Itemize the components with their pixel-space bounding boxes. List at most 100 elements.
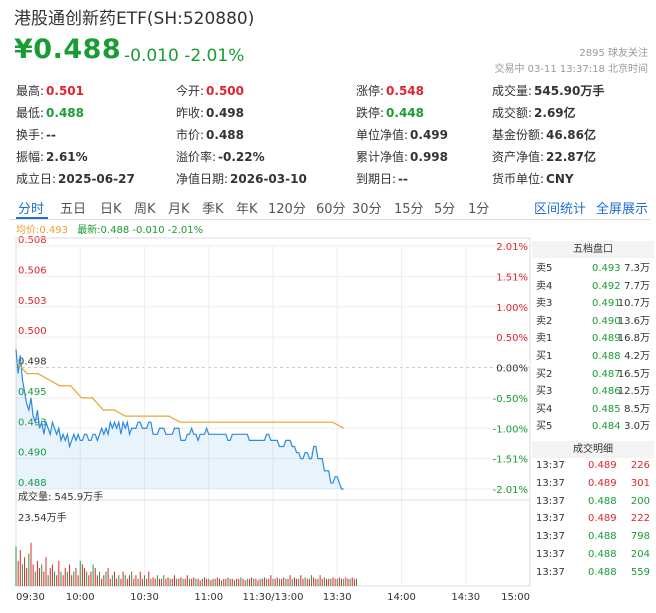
orderbook-price: 0.490 [592, 315, 621, 327]
volume-max-label: 23.54万手 [18, 511, 67, 524]
trade-time: 13:37 [536, 531, 565, 543]
orderbook-volume: 10.7万 [617, 298, 650, 310]
quote-label: 振幅: [16, 150, 45, 164]
x-tick: 14:30 [451, 592, 480, 603]
trade-row: 13:37 0.489 226 [532, 457, 654, 475]
x-tick: 14:00 [387, 592, 416, 603]
orderbook-price: 0.492 [592, 280, 621, 292]
y-tick-left: 0.508 [18, 235, 47, 246]
trade-price: 0.489 [588, 513, 617, 525]
trade-volume: 798 [630, 531, 650, 543]
quote-label: 成交额: [492, 106, 533, 120]
quote-value: -- [398, 172, 409, 186]
tab-7[interactable]: 120分 [268, 202, 306, 217]
quote-cell: 振幅: 2.61% [16, 148, 88, 165]
quote-value: 0.500 [206, 84, 245, 98]
orderbook-volume: 16.5万 [617, 368, 650, 380]
tab-6[interactable]: 年K [236, 202, 258, 217]
tab-8[interactable]: 60分 [316, 202, 346, 217]
active-tab-underline [16, 217, 48, 219]
quote-value: 545.90万手 [534, 84, 605, 98]
tab-9[interactable]: 30分 [352, 202, 382, 217]
orderbook-label: 买5 [536, 421, 553, 433]
tab-4[interactable]: 月K [168, 202, 190, 217]
y-tick-right: 0.50% [496, 333, 528, 344]
quote-label: 成立日: [16, 172, 57, 186]
orderbook-volume: 4.2万 [624, 351, 650, 362]
tab-11[interactable]: 5分 [434, 202, 456, 217]
followers-count[interactable]: 2895 球友关注 [579, 48, 648, 59]
quote-cell: 基金份额: 46.86亿 [492, 126, 596, 143]
y-tick-left: 0.493 [18, 417, 47, 428]
quote-cell: 最低: 0.488 [16, 104, 84, 121]
quote-value: -0.22% [218, 150, 265, 164]
orderbook-volume: 8.5万 [624, 403, 650, 415]
quote-label: 到期日: [356, 172, 397, 186]
quote-cell: 今开: 0.500 [176, 82, 244, 99]
trade-volume: 204 [630, 549, 650, 560]
price-area [16, 349, 344, 489]
orderbook-price: 0.491 [592, 298, 621, 310]
tab-2[interactable]: 日K [100, 202, 122, 217]
orderbook-row: 卖1 0.489 16.8万 [532, 330, 654, 348]
legend-avg: 均价:0.493 [16, 225, 68, 236]
orderbook-label: 卖5 [536, 263, 553, 274]
quote-label: 换手: [16, 128, 45, 142]
quote-cell: 货币单位: CNY [492, 170, 574, 187]
fullscreen-link[interactable]: 全屏展示 [596, 202, 649, 217]
quote-value: 2025-06-27 [58, 172, 135, 186]
tab-12[interactable]: 1分 [468, 202, 490, 217]
x-tick: 09:30 [16, 592, 45, 603]
quote-value: 0.548 [386, 84, 425, 98]
orderbook-price: 0.486 [592, 386, 621, 398]
trades-title: 成交明细 [532, 441, 654, 458]
orderbook-label: 买3 [536, 386, 553, 398]
orderbook-row: 卖3 0.491 10.7万 [532, 295, 654, 313]
y-tick-right: -2.01% [493, 485, 528, 496]
y-tick-left: 0.500 [18, 326, 47, 337]
y-tick-right: -0.50% [493, 394, 528, 405]
orderbook-row: 买3 0.486 12.5万 [532, 383, 654, 401]
orderbook-volume: 3.0万 [624, 421, 650, 433]
tab-0[interactable]: 分时 [18, 202, 45, 217]
y-tick-right: -1.51% [493, 455, 528, 466]
quote-label: 最低: [16, 106, 45, 120]
y-tick-right: -1.00% [493, 424, 528, 435]
orderbook-label: 卖1 [536, 333, 553, 345]
interval-stats-link[interactable]: 区间统计 [534, 202, 587, 217]
quote-value: CNY [546, 172, 574, 186]
quote-cell: 成交量: 545.90万手 [492, 82, 604, 99]
chart-legend: 均价:0.493 最新:0.488 -0.010 -2.01% [16, 221, 203, 236]
trade-time: 13:37 [536, 566, 565, 578]
quote-value: -- [46, 128, 57, 142]
quote-label: 最高: [16, 84, 45, 98]
quote-value: 0.501 [46, 84, 85, 98]
quote-cell: 净值日期: 2026-03-10 [176, 170, 307, 187]
orderbook-label: 买4 [536, 403, 553, 415]
quote-cell: 单位净值: 0.499 [356, 126, 448, 143]
quote-value: 46.86亿 [546, 128, 597, 142]
orderbook-row: 买4 0.485 8.5万 [532, 401, 654, 419]
tab-10[interactable]: 15分 [394, 202, 424, 217]
y-tick-left: 0.495 [18, 387, 47, 398]
quote-cell: 累计净值: 0.998 [356, 148, 448, 165]
quote-cell: 换手: -- [16, 126, 56, 143]
tab-3[interactable]: 周K [134, 202, 156, 217]
quote-value: 0.448 [386, 106, 425, 120]
orderbook-volume: 12.5万 [617, 386, 650, 398]
y-tick-right: 1.51% [496, 272, 528, 283]
y-tick-right: 2.01% [496, 242, 528, 253]
page-title: 港股通创新药ETF(SH:520880) [14, 9, 255, 29]
tab-5[interactable]: 季K [202, 202, 224, 217]
orderbook-row: 卖2 0.490 13.6万 [532, 313, 654, 331]
orderbook-price: 0.485 [592, 403, 621, 415]
trade-price: 0.489 [588, 477, 617, 489]
orderbook-row: 买5 0.484 3.0万 [532, 418, 654, 436]
orderbook-volume: 16.8万 [617, 333, 650, 345]
y-tick-right: 1.00% [496, 303, 528, 314]
tab-1[interactable]: 五日 [60, 202, 87, 217]
quote-cell: 涨停: 0.548 [356, 82, 424, 99]
quote-value: 0.488 [46, 106, 85, 120]
trade-row: 13:37 0.488 204 [532, 546, 654, 564]
